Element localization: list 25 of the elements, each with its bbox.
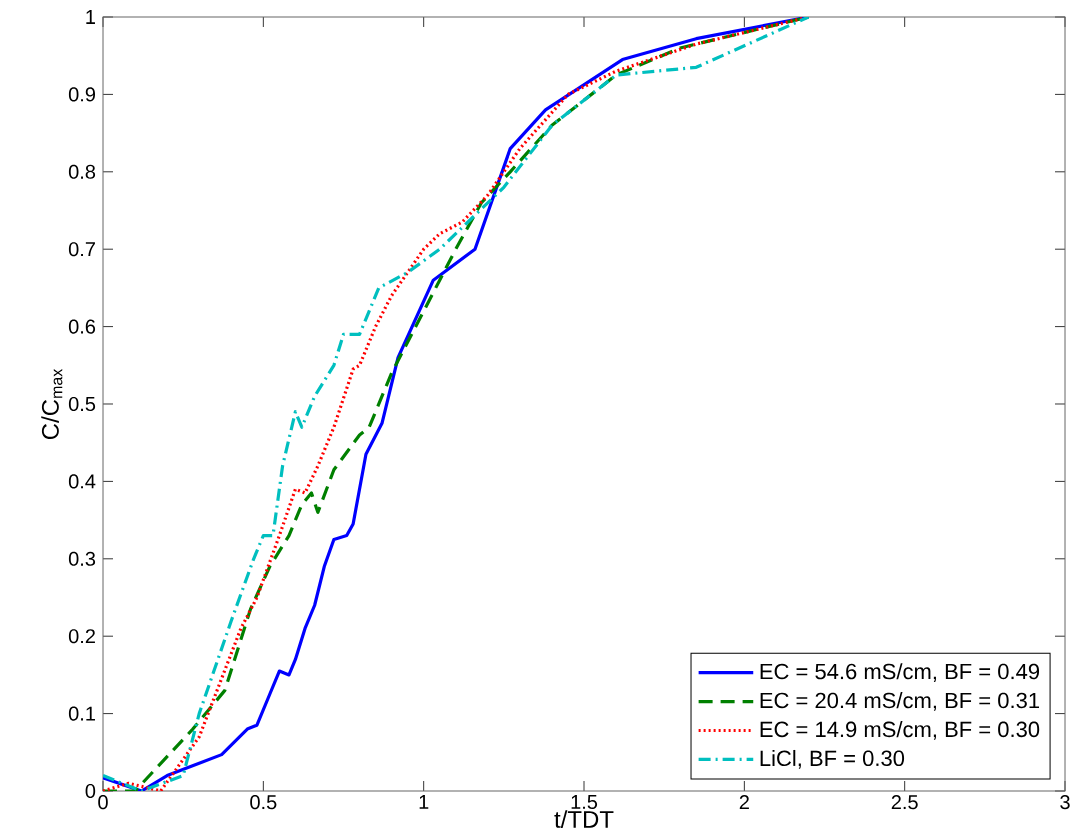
y-tick-label: 0 — [85, 783, 96, 799]
x-axis-title: t/TDT — [554, 810, 614, 828]
y-tick-label: 0.4 — [68, 474, 96, 489]
y-tick-label: 0.5 — [68, 396, 96, 412]
y-tick-label: 0.1 — [68, 706, 95, 721]
x-tick-label: 1 — [419, 795, 429, 809]
y-tick-label: 0.8 — [68, 164, 96, 179]
y-axis-title: C/C$_{max}$ — [41, 368, 63, 440]
y-tick-label: 0.3 — [68, 551, 96, 566]
x-tick-label: 0 — [98, 795, 108, 810]
legend-label: EC = 14.9 mS/cm, BF = 0.30 — [760, 721, 1040, 740]
legend-label: EC = 20.4 mS/cm, BF = 0.31 — [760, 692, 1040, 711]
y-tick-label: 0.6 — [68, 319, 96, 334]
y-tick-label: 0.7 — [68, 242, 95, 257]
y-tick-label: 0.9 — [68, 87, 96, 102]
y-tick-label: 1 — [86, 10, 95, 24]
legend-label: EC = 54.6 mS/cm, BF = 0.49 — [760, 663, 1040, 682]
x-tick-label: 2 — [739, 795, 749, 810]
y-tick-label: 0.2 — [68, 629, 95, 644]
x-tick-label: 0.5 — [250, 795, 277, 810]
x-tick-label: 1.5 — [571, 795, 598, 810]
legend-label: LiCl, BF = 0.30 — [760, 749, 905, 769]
x-tick-label: 2.5 — [891, 795, 918, 810]
x-tick-label: 3 — [1060, 795, 1070, 810]
line-series — [103, 17, 811, 791]
